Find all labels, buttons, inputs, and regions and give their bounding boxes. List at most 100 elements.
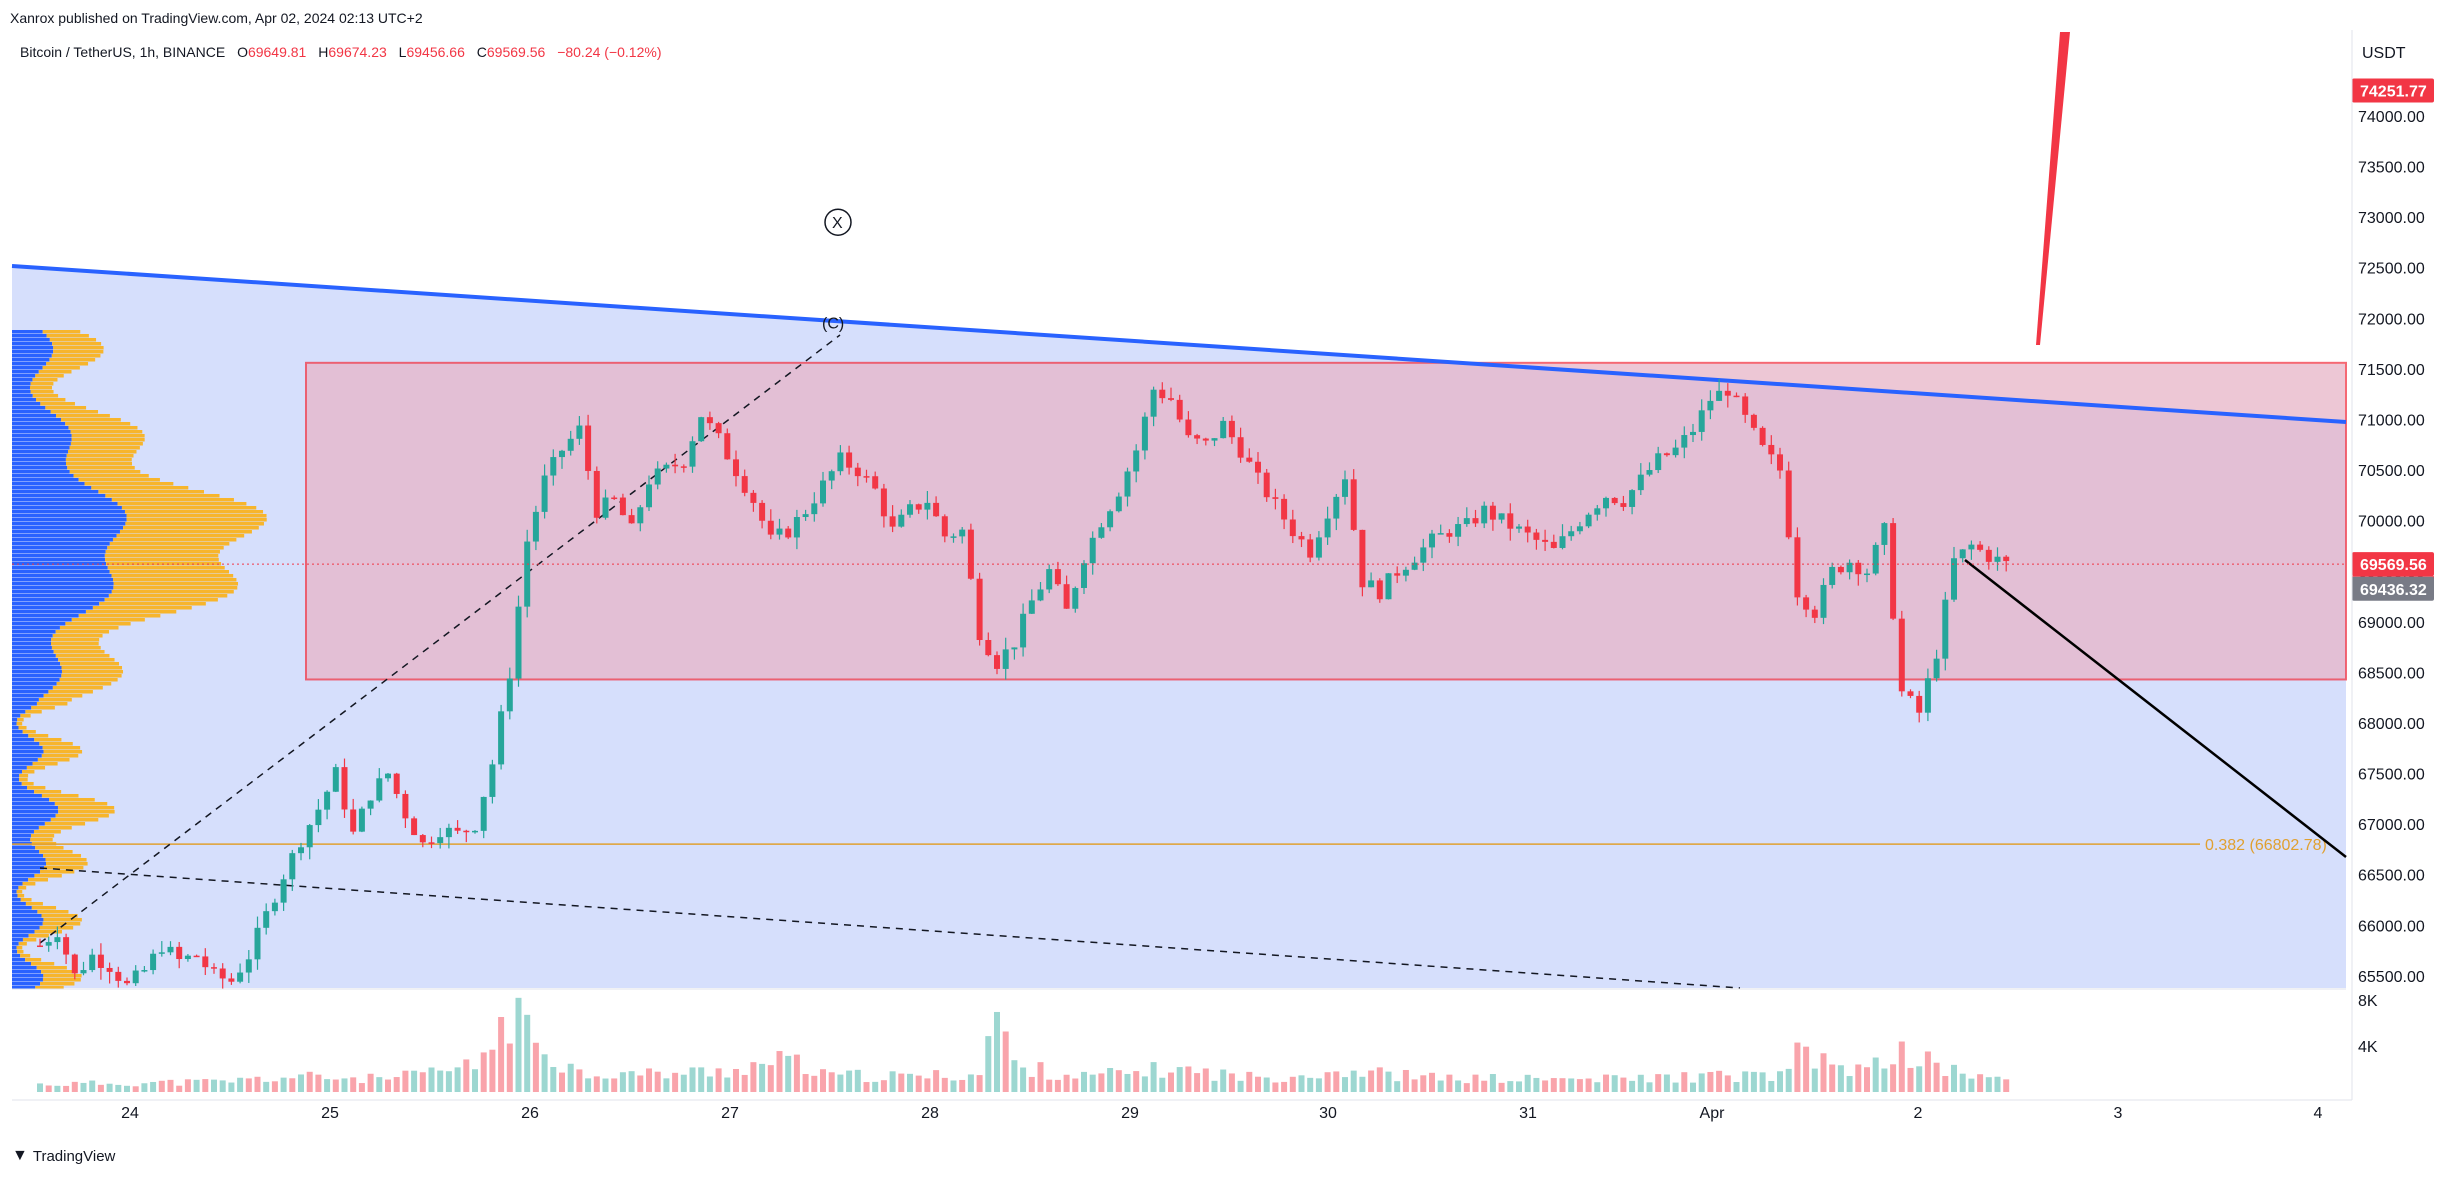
volume-bar bbox=[263, 1081, 270, 1092]
candle-body bbox=[1898, 618, 1905, 692]
candle-body bbox=[1794, 537, 1801, 598]
volume-bar bbox=[828, 1072, 835, 1092]
vp-buy-bar bbox=[12, 330, 43, 334]
vp-buy-bar bbox=[12, 614, 79, 618]
volume-bar bbox=[1985, 1077, 1992, 1092]
vp-buy-bar bbox=[12, 882, 23, 886]
candle-body bbox=[124, 980, 130, 984]
candle-body bbox=[1820, 584, 1827, 618]
candle-body bbox=[1315, 537, 1322, 558]
vp-buy-bar bbox=[12, 502, 118, 506]
volume-bar bbox=[71, 1081, 78, 1092]
vp-sell-bar bbox=[25, 710, 42, 714]
volume-bar bbox=[1202, 1068, 1209, 1092]
volume-bar bbox=[689, 1067, 696, 1092]
vp-sell-bar bbox=[22, 730, 36, 734]
volume-bar bbox=[419, 1072, 426, 1092]
vp-sell-bar bbox=[126, 518, 267, 522]
volume-bar bbox=[1777, 1071, 1783, 1092]
vp-buy-bar bbox=[12, 818, 51, 822]
candle-body bbox=[1994, 556, 2001, 562]
vp-buy-bar bbox=[12, 626, 60, 630]
volume-bar bbox=[994, 1011, 1000, 1092]
volume-bar bbox=[1072, 1078, 1079, 1092]
vp-buy-bar bbox=[12, 418, 61, 422]
candle-body bbox=[1011, 647, 1018, 650]
vp-buy-bar bbox=[12, 902, 26, 906]
candle-body bbox=[1133, 450, 1140, 472]
tradingview-footer[interactable]: ▼ TradingView bbox=[12, 1147, 115, 1165]
vp-buy-bar bbox=[12, 906, 32, 910]
volume-bar bbox=[1081, 1071, 1087, 1092]
volume-bar bbox=[376, 1077, 383, 1092]
candle-body bbox=[1864, 573, 1870, 576]
vp-sell-bar bbox=[105, 494, 220, 498]
candle-body bbox=[1655, 453, 1662, 471]
vp-buy-bar bbox=[12, 378, 33, 382]
vp-sell-bar bbox=[91, 486, 189, 490]
volume-bar bbox=[1429, 1072, 1435, 1092]
vp-buy-bar bbox=[12, 854, 44, 858]
vp-sell-bar bbox=[123, 526, 259, 530]
vp-sell-bar bbox=[39, 926, 74, 930]
candle-body bbox=[1637, 474, 1644, 491]
volume-bar bbox=[1324, 1072, 1331, 1092]
candle-body bbox=[1115, 496, 1122, 512]
volume-bar bbox=[1568, 1078, 1575, 1092]
projection-line bbox=[1964, 559, 2347, 858]
candle-body bbox=[1063, 584, 1070, 609]
vp-sell-bar bbox=[52, 634, 103, 638]
candle-body bbox=[489, 764, 496, 797]
candle-body bbox=[924, 502, 931, 510]
candle-body bbox=[1829, 566, 1836, 585]
vp-sell-bar bbox=[49, 358, 96, 362]
candle-body bbox=[915, 504, 922, 510]
vp-buy-bar bbox=[12, 846, 36, 850]
vp-buy-bar bbox=[12, 670, 62, 674]
vp-sell-bar bbox=[35, 374, 64, 378]
legend-low-label: L bbox=[398, 44, 407, 60]
vp-sell-bar bbox=[59, 678, 118, 682]
vp-buy-bar bbox=[12, 474, 74, 478]
candle-body bbox=[1759, 427, 1766, 445]
vp-sell-bar bbox=[37, 910, 69, 914]
vp-sell-bar bbox=[51, 638, 100, 642]
volume-bar bbox=[298, 1074, 304, 1092]
volume-bar bbox=[54, 1085, 61, 1092]
legend-close: 69569.56 bbox=[486, 44, 546, 60]
vp-buy-bar bbox=[12, 662, 61, 666]
volume-bar bbox=[1385, 1071, 1392, 1092]
volume-bar bbox=[45, 1085, 52, 1092]
volume-bar bbox=[759, 1063, 766, 1092]
candle-body bbox=[1585, 514, 1592, 527]
candle-body bbox=[706, 417, 713, 424]
volume-bar bbox=[271, 1081, 278, 1092]
x-tick-label: 28 bbox=[921, 1105, 939, 1122]
vp-sell-bar bbox=[43, 750, 83, 754]
candle-body bbox=[1368, 580, 1375, 588]
candle-body bbox=[193, 955, 200, 958]
vp-sell-bar bbox=[40, 982, 75, 986]
volume-bar bbox=[1115, 1070, 1122, 1092]
volume-bar bbox=[698, 1067, 705, 1092]
volume-bar bbox=[672, 1072, 679, 1092]
fib-label: 0.382 (66802.78) bbox=[2205, 837, 2327, 854]
vp-buy-bar bbox=[12, 570, 110, 574]
vp-buy-bar bbox=[12, 706, 32, 710]
candle-body bbox=[672, 464, 679, 467]
vp-sell-bar bbox=[16, 722, 23, 726]
vp-sell-bar bbox=[119, 530, 252, 534]
candle-body bbox=[1472, 518, 1479, 524]
vp-sell-bar bbox=[49, 798, 95, 802]
candle-body bbox=[167, 946, 174, 953]
vp-buy-bar bbox=[12, 734, 29, 738]
vp-sell-bar bbox=[16, 946, 23, 950]
vp-buy-bar bbox=[12, 702, 37, 706]
vp-sell-bar bbox=[20, 954, 31, 958]
vp-sell-bar bbox=[51, 646, 101, 650]
volume-bar bbox=[211, 1079, 217, 1092]
vp-sell-bar bbox=[61, 674, 122, 678]
vp-sell-bar bbox=[28, 934, 49, 938]
vp-buy-bar bbox=[12, 550, 106, 554]
